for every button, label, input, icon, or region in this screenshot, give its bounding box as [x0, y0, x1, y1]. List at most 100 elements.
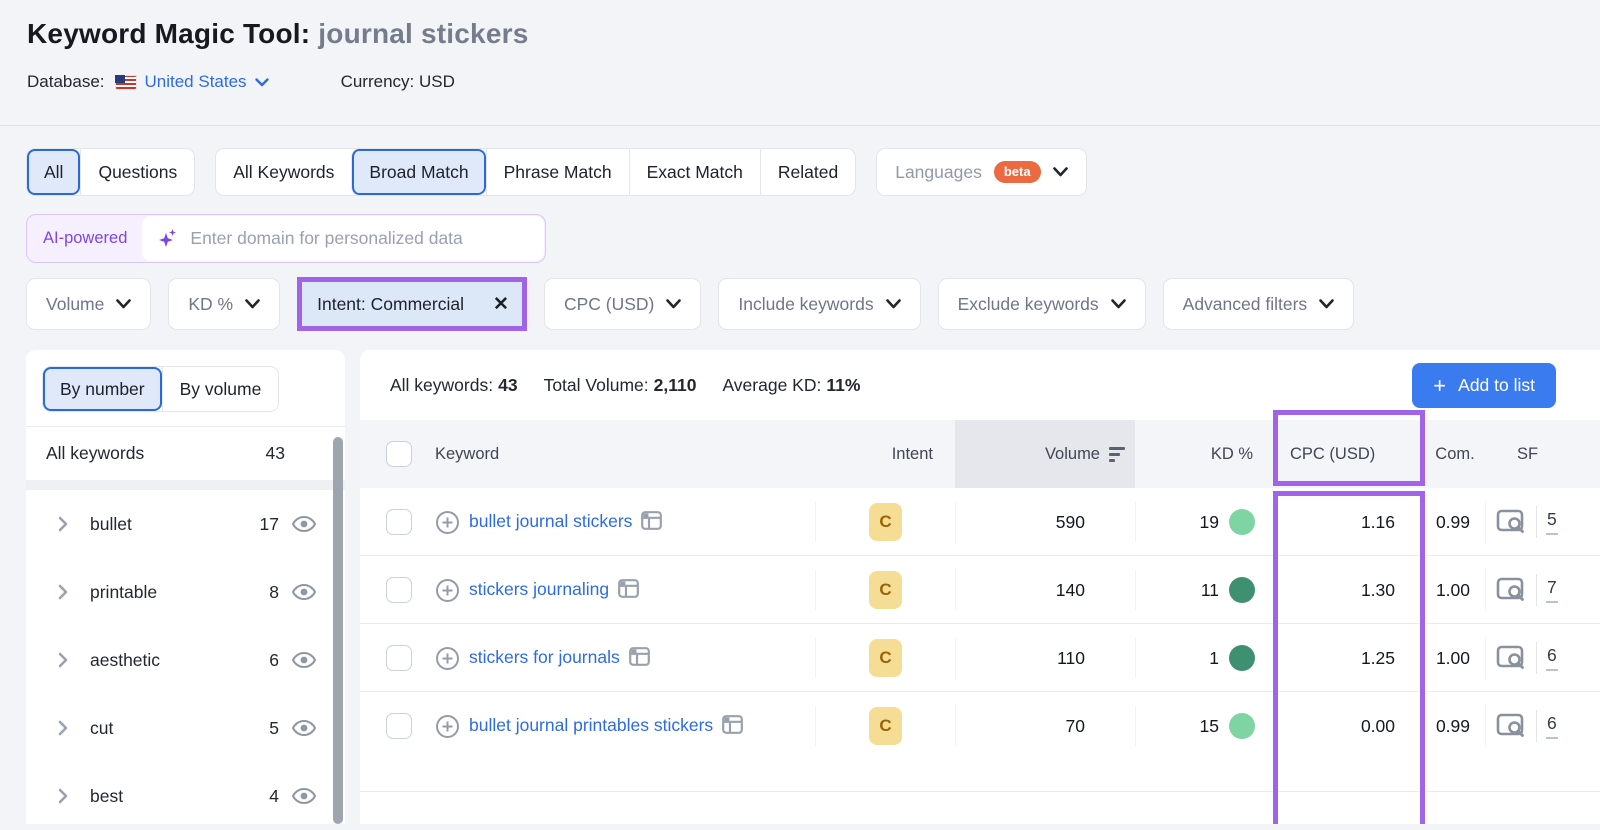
column-header-kd[interactable]: KD % [1210, 444, 1253, 463]
column-header-cpc[interactable]: CPC (USD) [1290, 444, 1376, 463]
serp-preview-icon[interactable] [1496, 509, 1527, 536]
tab-all-keywords[interactable]: All Keywords [233, 161, 335, 182]
volume-value: 70 [955, 706, 1135, 746]
add-to-list-button[interactable]: + Add to list [1412, 363, 1556, 408]
volume-filter-dropdown[interactable]: Volume [26, 278, 152, 330]
serp-preview-icon[interactable] [1496, 645, 1527, 672]
keyword-link[interactable]: stickers journaling [469, 579, 639, 599]
keyword-text: bullet journal stickers [469, 511, 633, 531]
keywords-table-card: All keywords: 43 Total Volume: 2,110 Avera… [360, 350, 1600, 824]
row-checkbox[interactable] [386, 713, 412, 739]
intent-filter-annotation: Intent: Commercial ✕ [297, 277, 527, 331]
tab-by-volume[interactable]: By volume [161, 367, 279, 411]
column-header-com[interactable]: Com. [1435, 444, 1475, 463]
serp-preview-icon[interactable] [1496, 713, 1527, 740]
serp-features-icon[interactable] [618, 579, 639, 598]
keyword-link[interactable]: bullet journal stickers [469, 511, 663, 531]
sidebar-scrollbar[interactable] [333, 437, 343, 824]
group-count: 5 [269, 717, 279, 738]
keyword-group-item[interactable]: cut 5 [26, 694, 345, 762]
tab-exact-match[interactable]: Exact Match [628, 149, 760, 195]
kd-filter-dropdown[interactable]: KD % [168, 278, 281, 330]
kd-difficulty-dot [1229, 713, 1255, 739]
average-kd-stat-value: 11% [826, 374, 861, 395]
include-keywords-dropdown[interactable]: Include keywords [718, 278, 921, 330]
chevron-right-icon [58, 720, 68, 736]
us-flag-icon [114, 74, 137, 90]
keyword-text: stickers for journals [469, 647, 620, 667]
keyword-group-item[interactable]: aesthetic 6 [26, 626, 345, 694]
keyword-table-row: stickers for journals C 110 1 1.25 1.00 … [360, 624, 1600, 692]
volume-value: 590 [955, 502, 1135, 542]
keyword-group-item[interactable]: bullet 17 [26, 490, 345, 558]
chevron-down-icon [245, 299, 260, 309]
advanced-filters-dropdown[interactable]: Advanced filters [1162, 278, 1355, 330]
languages-label: Languages [895, 161, 982, 182]
serp-features-icon[interactable] [641, 511, 663, 530]
column-header-keyword[interactable]: Keyword [435, 444, 500, 463]
tab-phrase-match[interactable]: Phrase Match [485, 149, 629, 195]
tab-all[interactable]: All [27, 149, 81, 195]
keyword-link[interactable]: stickers for journals [469, 647, 650, 667]
eye-icon[interactable] [291, 515, 317, 533]
add-keyword-icon[interactable] [435, 646, 460, 671]
database-selector[interactable]: United States [145, 72, 269, 92]
tab-questions[interactable]: Questions [80, 149, 194, 195]
keyword-group-item[interactable]: printable 8 [26, 558, 345, 626]
tab-by-number[interactable]: By number [43, 367, 162, 411]
sf-count-link[interactable]: 6 [1546, 713, 1558, 739]
database-value: United States [144, 72, 247, 91]
volume-value: 140 [955, 570, 1135, 610]
tool-name: Keyword Magic Tool: [27, 18, 311, 49]
eye-icon[interactable] [291, 651, 317, 669]
close-icon[interactable]: ✕ [493, 293, 509, 315]
kd-value: 1 [1209, 647, 1219, 668]
serp-preview-icon[interactable] [1496, 577, 1527, 604]
row-checkbox[interactable] [386, 645, 412, 671]
domain-input[interactable] [190, 228, 531, 249]
languages-dropdown[interactable]: Languages beta [876, 148, 1087, 196]
group-label: best [90, 785, 124, 806]
plus-icon: + [1433, 372, 1447, 398]
sf-count-link[interactable]: 7 [1546, 577, 1558, 603]
column-header-intent[interactable]: Intent [891, 444, 933, 463]
add-keyword-icon[interactable] [435, 714, 460, 739]
tab-related[interactable]: Related [759, 149, 855, 195]
kd-value: 19 [1199, 511, 1219, 532]
select-all-checkbox[interactable] [386, 441, 412, 467]
serp-features-icon[interactable] [628, 647, 650, 666]
row-checkbox[interactable] [386, 577, 412, 603]
sf-count-link[interactable]: 6 [1546, 645, 1558, 671]
exclude-keywords-dropdown[interactable]: Exclude keywords [937, 278, 1146, 330]
add-keyword-icon[interactable] [435, 510, 460, 535]
eye-icon[interactable] [291, 719, 317, 737]
beta-badge: beta [993, 161, 1041, 183]
keyword-group-item[interactable]: best 4 [26, 762, 345, 830]
keyword-link[interactable]: bullet journal printables stickers [469, 715, 744, 735]
intent-commercial-badge: C [869, 571, 902, 609]
keyword-text: bullet journal printables stickers [469, 715, 714, 735]
cpc-filter-dropdown[interactable]: CPC (USD) [543, 278, 702, 330]
add-keyword-icon[interactable] [435, 578, 460, 603]
sidebar-item-all-keywords[interactable]: All keywords 43 [26, 427, 345, 480]
column-header-sf[interactable]: SF [1517, 444, 1539, 463]
group-label: aesthetic [90, 649, 161, 670]
group-label: bullet [90, 513, 132, 534]
eye-icon[interactable] [291, 583, 317, 601]
eye-icon[interactable] [291, 787, 317, 805]
match-tab-group: All Keywords Broad Match Phrase Match Exact… [215, 148, 857, 196]
total-volume-stat-label: Total Volume: [543, 374, 649, 395]
serp-features-icon[interactable] [722, 715, 744, 734]
intent-filter-chip[interactable]: Intent: Commercial ✕ [302, 282, 522, 326]
all-keywords-count: 43 [265, 443, 285, 463]
column-header-volume[interactable]: Volume [955, 420, 1135, 488]
sidebar-sort-toggle: By number By volume [42, 366, 280, 412]
tab-broad-match[interactable]: Broad Match [351, 149, 486, 195]
group-label: cut [90, 717, 114, 738]
page-header: Keyword Magic Tool: journal stickers Data… [0, 0, 1600, 126]
chevron-down-icon [254, 77, 269, 86]
row-checkbox[interactable] [386, 509, 412, 535]
cpc-value: 1.25 [1360, 647, 1395, 668]
chevron-down-icon [116, 299, 132, 309]
sf-count-link[interactable]: 5 [1546, 509, 1558, 535]
